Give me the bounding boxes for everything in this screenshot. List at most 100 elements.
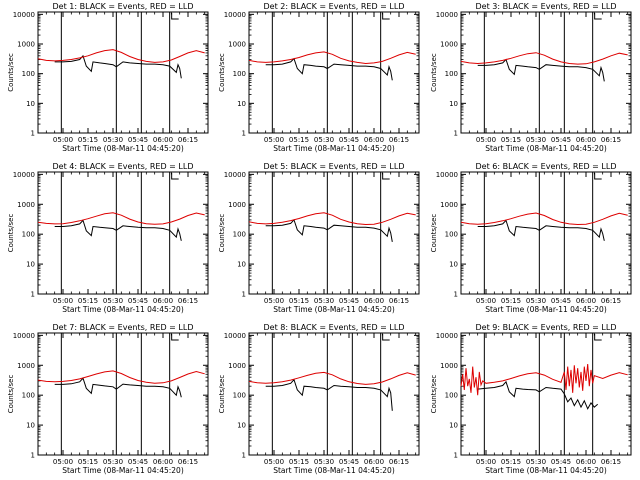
y-axis-label: Counts/sec [430,214,438,253]
y-tick-label: 10 [237,261,246,269]
plot-frame [460,11,632,134]
x-tick-label: 05:00 [53,136,73,144]
y-axis-label: Counts/sec [218,53,226,92]
y-tick-label: 100 [445,70,458,78]
chart-panel-7: Det 7: BLACK = Events, RED = LLD 1 10 100 10… [7,323,209,475]
y-axis-label: Counts/sec [7,375,15,414]
series-line-events [477,58,605,82]
x-tick-label: 05:45 [339,458,359,466]
chart-panel-3: Det 3: BLACK = Events, RED = LLD 1 10 100 10… [430,2,632,153]
y-tick-label: 10000 [436,11,458,19]
x-tick-label: 05:45 [551,297,571,305]
y-tick-label: 100 [22,392,35,400]
x-tick-label: 05:45 [339,136,359,144]
x-tick-label: 06:15 [178,136,198,144]
chart-panel-1: Det 1: BLACK = Events, RED = LLD 1 10 100 10… [7,2,209,153]
y-tick-label: 10000 [224,171,246,179]
series-line-events [54,219,182,241]
x-tick-label: 06:00 [576,458,596,466]
y-tick-label: 1 [31,291,35,299]
y-axis-label: Counts/sec [218,214,226,253]
series-line-lld [248,371,416,385]
y-tick-label: 1 [454,130,458,138]
x-axis-label: Start Time (08-Mar-11 04:45:20) [485,305,607,314]
x-tick-label: 05:45 [551,136,571,144]
x-tick-label: 05:15 [78,136,98,144]
x-axis-label: Start Time (08-Mar-11 04:45:20) [62,466,184,475]
chart-title: Det 4: BLACK = Events, RED = LLD [53,162,194,171]
y-tick-label: 1 [454,452,458,460]
y-axis-label: Counts/sec [430,375,438,414]
y-tick-label: 1000 [17,362,35,370]
x-tick-label: 06:15 [178,297,198,305]
series-line-events [54,377,182,398]
x-axis-label: Start Time (08-Mar-11 04:45:20) [485,144,607,153]
y-tick-label: 10000 [436,171,458,179]
x-axis-label: Start Time (08-Mar-11 04:45:20) [62,305,184,314]
y-tick-label: 10 [26,422,35,430]
y-tick-label: 10 [26,100,35,108]
series-line-lld [460,212,628,226]
x-tick-label: 06:00 [153,136,173,144]
corner-marker [382,173,390,180]
x-axis-label: Start Time (08-Mar-11 04:45:20) [485,466,607,475]
y-tick-label: 1000 [228,201,246,209]
y-tick-label: 100 [445,392,458,400]
chart-title: Det 5: BLACK = Events, RED = LLD [264,162,405,171]
x-tick-label: 06:00 [576,297,596,305]
x-axis-label: Start Time (08-Mar-11 04:45:20) [273,305,395,314]
chart-panel-2: Det 2: BLACK = Events, RED = LLD 1 10 100 10… [218,2,420,153]
y-tick-label: 10000 [13,171,35,179]
plot-frame [37,11,209,134]
y-tick-label: 1000 [440,362,458,370]
x-tick-label: 06:00 [576,136,596,144]
y-axis-label: Counts/sec [7,214,15,253]
y-tick-label: 1000 [17,41,35,49]
y-tick-label: 1 [31,452,35,460]
corner-marker [171,334,179,341]
x-tick-label: 05:30 [526,458,546,466]
x-tick-label: 05:45 [128,136,148,144]
corner-marker [382,334,390,341]
series-line-lld [460,52,628,65]
plot-frame [248,332,420,456]
y-tick-label: 1000 [440,201,458,209]
series-line-events [265,57,393,81]
series-line-lld [248,51,416,65]
x-tick-label: 05:15 [78,458,98,466]
y-tick-label: 100 [22,231,35,239]
chart-panel-9: Det 9: BLACK = Events, RED = LLD 1 10 100 10… [430,323,632,475]
x-tick-label: 05:00 [264,136,284,144]
y-tick-label: 10 [449,261,458,269]
x-tick-label: 06:00 [364,136,384,144]
x-tick-label: 05:15 [289,458,309,466]
x-tick-label: 05:15 [501,458,521,466]
corner-marker [171,13,179,20]
y-tick-label: 1 [454,291,458,299]
y-axis-label: Counts/sec [218,375,226,414]
x-tick-label: 05:15 [501,297,521,305]
y-tick-label: 10 [237,100,246,108]
x-tick-label: 06:00 [364,458,384,466]
x-tick-label: 05:45 [128,297,148,305]
x-tick-label: 05:00 [476,458,496,466]
x-tick-label: 05:30 [314,458,334,466]
x-tick-label: 05:30 [103,458,123,466]
corner-marker [382,13,390,20]
chart-title: Det 3: BLACK = Events, RED = LLD [476,2,617,11]
y-tick-label: 10000 [224,332,246,340]
y-tick-label: 100 [233,392,246,400]
series-line-events [265,218,393,242]
y-tick-label: 10 [26,261,35,269]
series-line-events [477,380,599,410]
x-tick-label: 06:00 [153,297,173,305]
y-tick-label: 100 [233,70,246,78]
series-line-events [265,378,393,411]
x-tick-label: 05:30 [526,136,546,144]
chart-title: Det 8: BLACK = Events, RED = LLD [264,323,405,332]
chart-title: Det 9: BLACK = Events, RED = LLD [476,323,617,332]
x-tick-label: 05:15 [289,136,309,144]
x-axis-label: Start Time (08-Mar-11 04:45:20) [62,144,184,153]
x-tick-label: 06:00 [364,297,384,305]
x-tick-label: 05:30 [314,297,334,305]
